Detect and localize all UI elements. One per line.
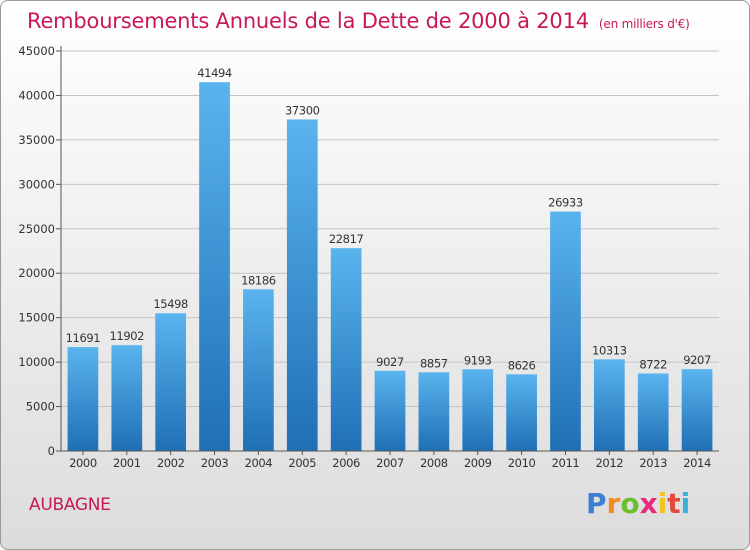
y-tick-label: 5000: [26, 400, 55, 414]
data-label-2013: 8722: [639, 357, 667, 371]
logo-letter: i: [657, 487, 668, 520]
bar-2004: [243, 289, 274, 451]
x-tick-label-2000: 2000: [69, 456, 97, 470]
y-tick-label: 15000: [18, 311, 55, 325]
data-label-2010: 8626: [508, 358, 536, 372]
y-tick-label: 0: [48, 444, 55, 458]
x-tick-label-2001: 2001: [113, 456, 141, 470]
x-tick-label-2002: 2002: [157, 456, 185, 470]
data-label-2011: 26933: [548, 196, 583, 210]
bar-2012: [593, 359, 625, 451]
logo-letter: x: [639, 487, 658, 520]
data-label-2005: 37300: [285, 103, 320, 117]
bar-2001: [111, 345, 143, 451]
logo-letter: P: [586, 487, 607, 520]
bar-2014: [681, 369, 713, 451]
bar-2009: [462, 369, 494, 451]
bar-2000: [67, 347, 99, 451]
data-label-2006: 22817: [329, 232, 364, 246]
y-tick-label: 35000: [18, 133, 55, 147]
y-tick-label: 20000: [18, 266, 55, 280]
x-tick-label-2014: 2014: [683, 456, 711, 470]
y-tick-label: 45000: [18, 44, 55, 58]
x-tick-label-2009: 2009: [464, 456, 492, 470]
logo-letter: i: [680, 487, 691, 520]
chart-title: Remboursements Annuels de la Dette de 20…: [27, 9, 690, 33]
data-label-2000: 11691: [66, 331, 101, 345]
data-label-2001: 11902: [110, 329, 145, 343]
proxiti-logo: Proxiti: [586, 487, 690, 520]
x-tick-label-2007: 2007: [376, 456, 404, 470]
y-tick-label: 25000: [18, 222, 55, 236]
data-label-2004: 18186: [241, 273, 276, 287]
bar-2003: [199, 82, 230, 452]
bar-2006: [330, 248, 362, 451]
bar-2013: [637, 373, 669, 451]
y-tick-label: 40000: [18, 88, 55, 102]
data-label-2003: 41494: [197, 66, 232, 80]
x-tick-label-2006: 2006: [332, 456, 360, 470]
bar-2005: [286, 119, 318, 451]
data-label-2002: 15498: [153, 297, 188, 311]
y-tick-label: 30000: [18, 177, 55, 191]
x-tick-label-2011: 2011: [552, 456, 580, 470]
data-label-2009: 9193: [464, 353, 492, 367]
x-tick-label-2005: 2005: [288, 456, 316, 470]
logo-letter: o: [620, 487, 640, 520]
chart-unit: (en milliers d'€): [598, 17, 690, 31]
data-label-2014: 9207: [683, 353, 711, 367]
commune-name: AUBAGNE: [29, 495, 111, 515]
x-tick-label-2013: 2013: [639, 456, 667, 470]
bar-2011: [550, 211, 581, 451]
x-tick-label-2004: 2004: [245, 456, 273, 470]
x-tick-label-2008: 2008: [420, 456, 448, 470]
x-tick-label-2010: 2010: [508, 456, 536, 470]
logo-letter: r: [606, 487, 621, 520]
data-label-2008: 8857: [420, 356, 448, 370]
y-tick-label: 10000: [18, 355, 55, 369]
bar-2007: [374, 370, 406, 451]
bar-2008: [418, 372, 450, 451]
x-tick-label-2012: 2012: [595, 456, 623, 470]
data-label-2012: 10313: [592, 343, 627, 357]
bar-2010: [506, 374, 537, 451]
bar-2002: [155, 313, 187, 451]
data-label-2007: 9027: [376, 355, 404, 369]
logo-letter: t: [667, 487, 681, 520]
chart-title-text: Remboursements Annuels de la Dette de 20…: [27, 9, 589, 33]
x-tick-label-2003: 2003: [201, 456, 229, 470]
